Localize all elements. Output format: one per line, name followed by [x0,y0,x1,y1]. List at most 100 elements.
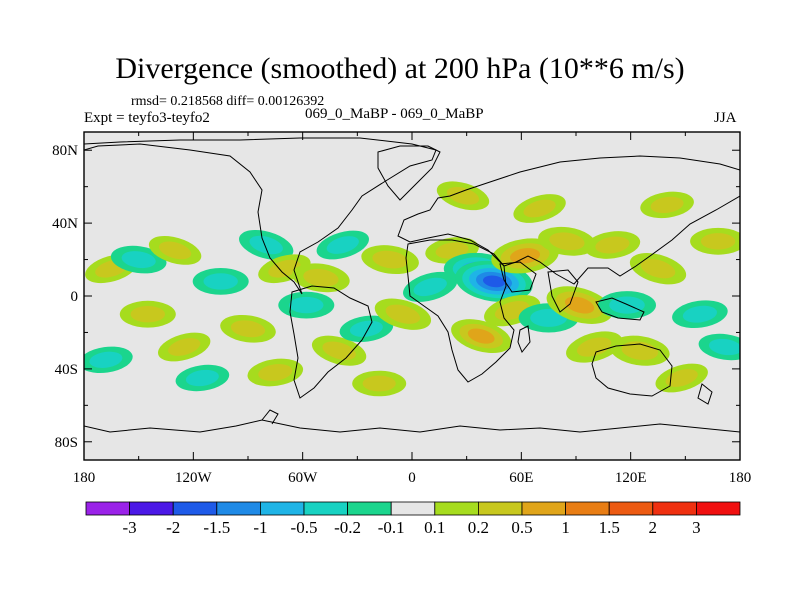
contour-blob [665,369,698,387]
contour-blob [564,296,595,314]
contour-blob [326,236,359,254]
x-tick-label: 120W [175,470,213,486]
contour-blob [435,242,469,259]
colorbar-swatch [216,501,261,516]
x-axis: 180 120W 60W 0 60E 120E 180 [73,132,752,486]
contour-blob [362,375,396,392]
contour-blob [510,248,540,264]
colorbar-label: -1.5 [203,518,230,537]
colorbar-label: -0.1 [378,518,405,537]
colorbar-label: -2 [166,518,180,537]
y-tick-label: 0 [71,289,79,305]
contour-blob [322,341,356,360]
y-tick-label: 80N [52,143,78,159]
coastline-australia [591,343,673,397]
y-tick-label: 80S [55,435,78,451]
contour-blob [372,250,408,269]
contour-blob [349,320,383,337]
coastline-greenland [377,145,441,201]
coastline-antarctica [84,419,740,433]
contour-blob [121,251,156,269]
x-tick-label: 60W [288,470,318,486]
contour-blob [523,199,556,218]
contour-blob [185,369,219,387]
coastline-indonesia [595,297,645,321]
contour-blob [203,273,238,290]
contour-blob [700,233,736,250]
contour-blob [89,351,123,368]
y-axis: 80N 40N 0 40S 80S [52,143,740,451]
colorbar-swatch [434,501,479,516]
left-label: Expt = teyfo3-teyfo2 [84,110,210,126]
stats-text: rmsd= 0.218568 diff= 0.00126392 [131,94,325,109]
right-label: JJA [714,110,737,126]
coastline-madagascar [517,325,531,353]
contour-fields [84,181,740,397]
colorbar-swatch [259,501,305,516]
colorbar-label: -3 [123,518,137,537]
colorbar-swatch [696,501,741,516]
coastline-north-america [84,137,437,295]
colorbar-swatch [303,501,348,516]
x-tick-label: 180 [73,470,96,486]
contour-blob [249,235,283,255]
colorbar-label: -0.2 [334,518,361,537]
y-tick-label: 40S [55,362,78,378]
colorbar-swatch [129,501,174,516]
contour-blob [467,328,495,344]
colorbar-swatch [608,501,654,516]
contour-blob [446,186,480,205]
x-tick-label: 180 [729,470,752,486]
colorbar-label: 0.2 [468,518,489,537]
colorbar-label: -0.5 [291,518,318,537]
colorbar-swatch [172,501,218,516]
colorbar-label: 2 [649,518,658,537]
contour-blob [482,275,506,288]
y-tick-label: 40N [52,216,78,232]
colorbar-label: -1 [253,518,267,537]
contour-blob [549,232,585,251]
colorbar-label: 0.5 [511,518,532,537]
contour-blob [708,338,740,356]
chart-title: Divergence (smoothed) at 200 hPa (10**6 … [115,52,685,85]
contour-blob [258,364,293,381]
x-tick-label: 120E [615,470,647,486]
colorbar-label: 0.1 [424,518,445,537]
coastline-south-america [289,285,373,399]
contour-blob [230,320,266,338]
contour-blob [168,338,201,356]
contour-blob [385,304,421,324]
contour-blob [413,277,447,297]
coastline-arabia [499,261,537,293]
colorbar-swatch [521,501,566,516]
contour-blob [158,241,192,260]
colorbar-swatch [652,501,697,516]
coastline-africa [405,239,515,383]
contour-blob [576,337,612,357]
x-tick-label: 0 [408,470,416,486]
colorbar: -3 -2 -1.5 -1 -0.5 -0.2 -0.1 0.1 0.2 0.5 1 1.5 2 3 [85,501,741,537]
colorbar-swatch [347,501,392,516]
contour-blob [303,268,339,287]
colorbar-label: 3 [692,518,701,537]
contour-blob [650,196,684,214]
contour-blob [640,259,676,279]
contour-blob [130,306,165,323]
contour-blob [682,305,717,323]
coastlines [84,137,740,433]
colorbar-swatch [477,501,523,516]
contour-blob [621,341,659,360]
colorbar-swatch [565,501,610,516]
contour-blob [289,296,324,314]
coastline-new-zealand [697,383,713,405]
colorbar-swatch [85,501,130,516]
coastline-india [547,269,579,313]
contour-blob [595,236,630,254]
colorbar-label: 1 [561,518,570,537]
colorbar-swatch [390,501,436,516]
center-label: 069_0_MaBP - 069_0_MaBP [305,106,484,122]
colorbar-label: 1.5 [599,518,620,537]
coastline-antarctic-peninsula [261,409,279,425]
x-tick-label: 60E [509,470,533,486]
